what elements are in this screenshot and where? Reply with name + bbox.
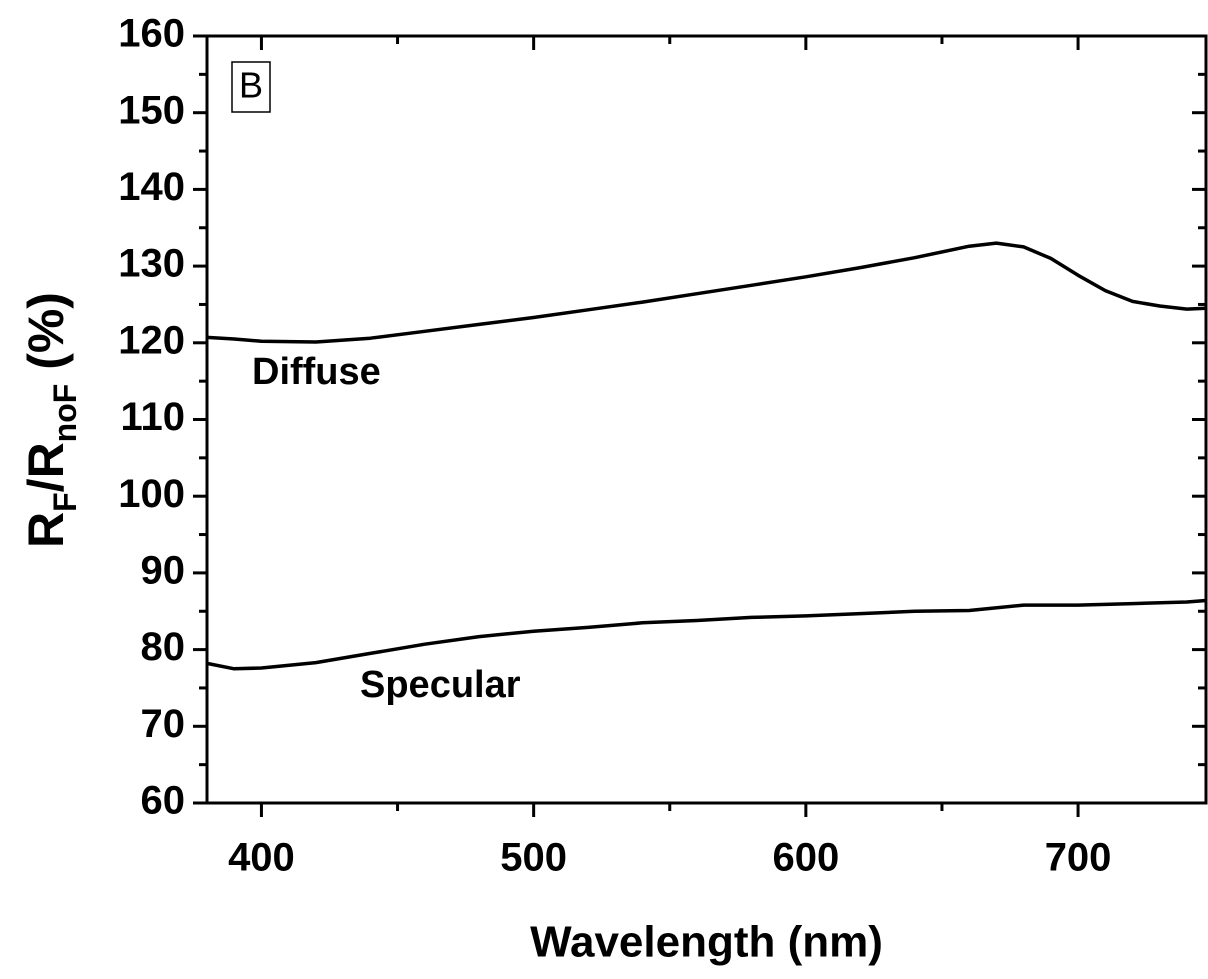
series-annotation: Diffuse (252, 351, 381, 393)
panel-label: B (239, 65, 263, 106)
y-axis-label-part: noF (47, 384, 83, 443)
y-tick-label: 70 (141, 702, 186, 746)
y-tick-label: 160 (118, 12, 185, 56)
y-tick-label: 130 (118, 242, 185, 286)
y-axis-label-part: F (47, 492, 83, 512)
y-tick-label: 60 (141, 779, 186, 823)
y-tick-label: 110 (120, 395, 185, 439)
y-tick-label: 140 (118, 165, 185, 209)
y-tick-label: 80 (141, 625, 186, 669)
x-axis-label: Wavelength (nm) (530, 918, 883, 967)
x-tick-label: 400 (228, 836, 295, 880)
panel-label-box (231, 61, 271, 113)
y-axis-label-part: (%) (18, 292, 74, 384)
y-tick-label: 120 (118, 318, 185, 362)
y-axis-label: RF/RnoF (%) (18, 292, 83, 548)
y-tick-label: 150 (118, 88, 185, 132)
y-tick-label: 90 (141, 548, 186, 592)
data-line (206, 598, 1207, 671)
x-tick-label: 600 (772, 836, 839, 880)
plot-frame (205, 34, 1208, 805)
data-line (206, 241, 1207, 344)
y-axis-label-part: R (18, 512, 74, 548)
x-tick-label: 500 (500, 836, 567, 880)
series-annotation: Specular (360, 664, 521, 706)
x-tick-label: 700 (1045, 836, 1112, 880)
y-axis-label-part: /R (18, 442, 74, 492)
y-tick-label: 100 (118, 472, 185, 516)
